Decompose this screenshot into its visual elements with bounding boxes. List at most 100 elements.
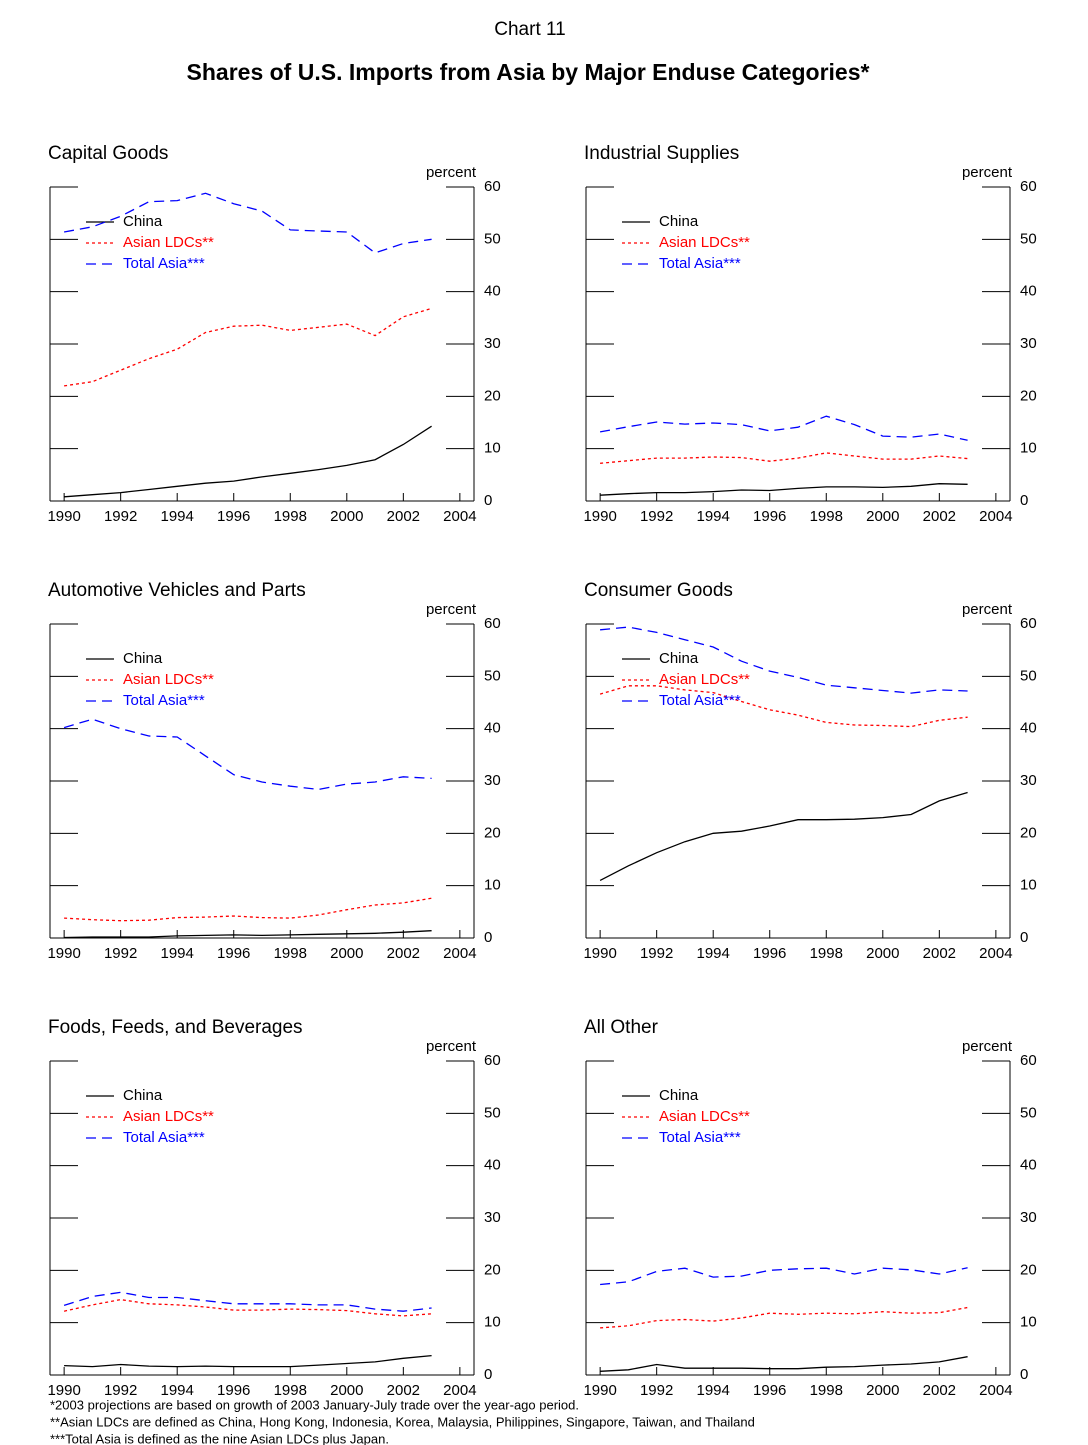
y-axis-label: percent	[426, 164, 477, 181]
legend-label: Asian LDCs**	[123, 234, 214, 251]
x-tick-label: 1998	[274, 508, 307, 525]
y-tick-label: 0	[1020, 1366, 1028, 1383]
legend-label: Asian LDCs**	[659, 234, 750, 251]
x-tick-label: 2004	[443, 508, 476, 525]
x-tick-label: 2004	[979, 1382, 1012, 1399]
y-axis-label: percent	[962, 601, 1013, 618]
series-line	[63, 718, 432, 791]
x-tick-label: 1990	[583, 1382, 616, 1399]
y-tick-label: 30	[484, 335, 501, 352]
x-tick-label: 1990	[47, 1382, 80, 1399]
chart-title: Foods, Feeds, and Beverages	[48, 1017, 303, 1038]
x-tick-label: 2000	[866, 945, 899, 962]
x-tick-label: 1994	[697, 508, 730, 525]
y-tick-label: 20	[1020, 1261, 1037, 1278]
x-tick-label: 2004	[443, 1382, 476, 1399]
series-line	[600, 483, 968, 496]
chart-title: Industrial Supplies	[584, 143, 739, 164]
x-tick-label: 1998	[810, 945, 843, 962]
legend-label: Asian LDCs**	[123, 671, 214, 688]
series-line	[599, 415, 968, 441]
y-tick-label: 0	[1020, 929, 1028, 946]
legend-label: Total Asia***	[123, 692, 205, 709]
legend-label: China	[659, 650, 699, 667]
x-tick-label: 1990	[47, 945, 80, 962]
x-tick-label: 2004	[443, 945, 476, 962]
x-tick-label: 2002	[923, 1382, 956, 1399]
y-tick-label: 50	[1020, 230, 1037, 247]
series-line	[64, 1354, 432, 1368]
y-tick-label: 60	[1020, 1052, 1037, 1069]
chart-title: Capital Goods	[48, 143, 168, 164]
series-line	[64, 897, 432, 922]
y-tick-label: 0	[484, 492, 492, 509]
y-tick-label: 50	[1020, 1104, 1037, 1121]
chart-title: All Other	[584, 1017, 659, 1038]
legend-label: Total Asia***	[659, 692, 741, 709]
y-tick-label: 30	[1020, 772, 1037, 789]
y-tick-label: 20	[1020, 824, 1037, 841]
x-tick-label: 1992	[640, 508, 673, 525]
y-tick-label: 0	[1020, 492, 1028, 509]
x-tick-label: 1994	[161, 945, 194, 962]
y-tick-label: 0	[484, 1366, 492, 1383]
y-tick-label: 10	[484, 877, 501, 894]
footnote: *2003 projections are based on growth of…	[50, 1397, 579, 1412]
x-tick-label: 2000	[330, 1382, 363, 1399]
series-line	[600, 452, 968, 464]
x-tick-label: 2000	[866, 1382, 899, 1399]
x-tick-label: 1998	[274, 945, 307, 962]
x-tick-label: 1996	[753, 1382, 786, 1399]
series-line	[64, 425, 432, 498]
x-tick-label: 2000	[330, 508, 363, 525]
series-line	[63, 1291, 432, 1312]
series-line	[64, 307, 432, 387]
y-tick-label: 10	[1020, 1314, 1037, 1331]
x-tick-label: 2004	[979, 508, 1012, 525]
y-tick-label: 30	[1020, 1209, 1037, 1226]
x-tick-label: 1996	[217, 1382, 250, 1399]
legend-label: Asian LDCs**	[659, 1108, 750, 1125]
x-tick-label: 1992	[640, 945, 673, 962]
x-tick-label: 1998	[274, 1382, 307, 1399]
chart-title: Automotive Vehicles and Parts	[48, 580, 306, 601]
legend-label: Total Asia***	[123, 1129, 205, 1146]
y-tick-label: 40	[1020, 1157, 1037, 1174]
footnote: **Asian LDCs are defined as China, Hong …	[50, 1414, 755, 1429]
legend-label: Total Asia***	[659, 255, 741, 272]
y-tick-label: 10	[1020, 440, 1037, 457]
y-axis-label: percent	[426, 1038, 477, 1055]
series-line	[600, 626, 968, 694]
series-line	[599, 685, 968, 728]
x-tick-label: 1994	[697, 945, 730, 962]
footnote: ***Total Asia is defined as the nine Asi…	[50, 1431, 389, 1445]
chart-title: Consumer Goods	[584, 580, 733, 601]
series-line	[63, 192, 432, 254]
y-tick-label: 40	[484, 283, 501, 300]
x-tick-label: 1992	[104, 1382, 137, 1399]
y-tick-label: 40	[1020, 720, 1037, 737]
y-tick-label: 20	[484, 1261, 501, 1278]
y-tick-label: 60	[1020, 615, 1037, 632]
y-axis-label: percent	[962, 164, 1013, 181]
y-tick-label: 20	[1020, 387, 1037, 404]
x-tick-label: 1992	[104, 508, 137, 525]
x-tick-label: 1990	[583, 945, 616, 962]
y-tick-label: 50	[1020, 667, 1037, 684]
legend-label: China	[659, 1087, 699, 1104]
x-tick-label: 1996	[217, 508, 250, 525]
x-tick-label: 2002	[387, 945, 420, 962]
x-tick-label: 1998	[810, 1382, 843, 1399]
series-line	[64, 930, 432, 939]
x-tick-label: 2002	[387, 508, 420, 525]
series-line	[600, 1356, 968, 1372]
series-line	[600, 1267, 968, 1286]
y-axis-label: percent	[426, 601, 477, 618]
series-line	[599, 791, 968, 881]
y-tick-label: 60	[484, 1052, 501, 1069]
x-tick-label: 1990	[583, 508, 616, 525]
y-tick-label: 10	[484, 1314, 501, 1331]
y-tick-label: 30	[484, 1209, 501, 1226]
y-tick-label: 50	[484, 667, 501, 684]
